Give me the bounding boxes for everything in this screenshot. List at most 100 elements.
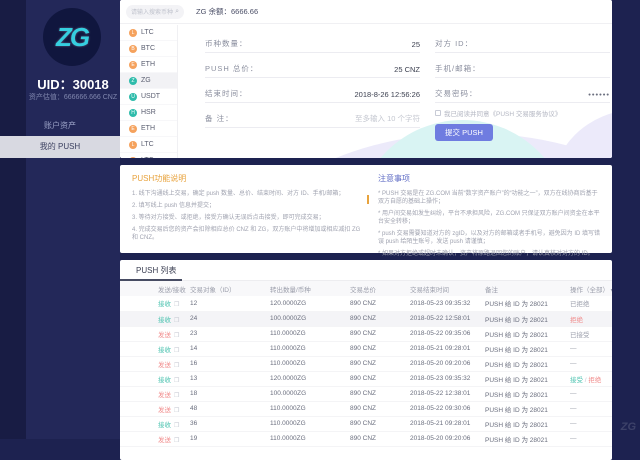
end-time-field[interactable]: 结束时间： 2018-8-26 12:56:26 — [205, 83, 420, 103]
coin-label: ETH — [141, 125, 155, 132]
copy-icon[interactable]: ❐ — [174, 347, 180, 354]
copy-icon[interactable]: ❐ — [174, 392, 180, 399]
total-cell: 890 CNZ — [350, 326, 410, 342]
direction-cell: 发送 ❐ — [120, 356, 190, 372]
copy-icon[interactable]: ❐ — [174, 407, 180, 414]
table-row: 接收 ❐ 13 120.0000ZG 890 CNZ 2018-05-23 09:35:3… — [120, 371, 612, 387]
action-cell: — — [570, 416, 612, 432]
direction-label: 发送 — [158, 436, 171, 444]
end-time-cell: 2018-05-22 12:38:01 — [410, 386, 485, 402]
phone-email-field[interactable]: 手机/邮箱： — [435, 58, 610, 78]
action-cell: — — [570, 401, 612, 417]
direction-cell: 接收 ❐ — [120, 371, 190, 387]
direction-cell: 接收 ❐ — [120, 341, 190, 357]
agreement-checkbox[interactable] — [435, 110, 441, 116]
main-content: 请输入搜索币种 ⌕ ZG 余额：6666.66 L LTC B BTC E ETH Z ZG U… — [120, 0, 612, 460]
total-cell: 890 CNZ — [350, 401, 410, 417]
direction-label: 接收 — [158, 301, 171, 309]
sidebar: ZG UID：30018 资产估值：666666.666 CNZ 账户资产 我的 … — [0, 0, 120, 439]
accept-link[interactable]: 接受 — [570, 376, 583, 384]
coin-label: LTC — [141, 29, 154, 36]
push-total-field[interactable]: PUSH 总价： 25 CNZ — [205, 58, 420, 78]
coin-icon: L — [129, 140, 137, 149]
zg-balance: ZG 余额：6666.66 — [196, 7, 259, 16]
coin-item-eth[interactable]: E ETH — [120, 121, 177, 137]
push-total-value: 25 CNZ — [394, 65, 420, 74]
coin-item-ltc[interactable]: L LTC — [120, 25, 177, 41]
counterparty-id-cell: 23 — [190, 326, 270, 342]
coin-label: LTC — [141, 157, 154, 158]
col-header-3: 交易总价 — [350, 286, 376, 294]
notes-title: 注意事项 — [378, 174, 410, 183]
total-cell: 890 CNZ — [350, 386, 410, 402]
copy-icon[interactable]: ❐ — [174, 377, 180, 384]
coin-item-hsr[interactable]: H HSR — [120, 105, 177, 121]
submit-push-button[interactable]: 提交 PUSH — [435, 124, 493, 141]
action-status: — — [570, 390, 577, 397]
direction-cell: 发送 ❐ — [120, 401, 190, 417]
end-time-cell: 2018-05-20 09:20:06 — [410, 356, 485, 372]
copy-icon[interactable]: ❐ — [174, 422, 180, 429]
total-cell: 890 CNZ — [350, 371, 410, 387]
copy-icon[interactable]: ❐ — [174, 302, 180, 309]
table-row: 发送 ❐ 18 100.0000ZG 890 CNZ 2018-05-22 12:38:0… — [120, 386, 612, 402]
coin-item-zg[interactable]: Z ZG — [120, 73, 177, 89]
amount-cell: 110.0000ZG — [270, 356, 350, 372]
end-time-label: 结束时间： — [205, 89, 248, 98]
agreement-text: 我已阅读并同意《PUSH 交易服务协议》 — [444, 111, 562, 118]
coin-item-ltc[interactable]: L LTC — [120, 137, 177, 153]
direction-cell: 发送 ❐ — [120, 326, 190, 342]
col-header-0: 发送/接收 — [158, 286, 186, 294]
copy-icon[interactable]: ❐ — [174, 437, 180, 444]
copy-icon[interactable]: ❐ — [174, 332, 180, 339]
coin-label: LTC — [141, 141, 154, 148]
push-form-body: L LTC B BTC E ETH Z ZG U USDT H HSR E ETH L LTC L LTC 币种数… — [120, 25, 612, 158]
action-cell: 接受 / 拒绝 — [570, 371, 612, 387]
direction-label: 发送 — [158, 331, 171, 339]
push-form-right: 对方 ID： 手机/邮箱： 交易密码： •••••• 我已阅读并同意《PUSH 交易服… — [435, 33, 610, 141]
coin-item-btc[interactable]: B BTC — [120, 41, 177, 57]
sidebar-item-my-push[interactable]: 我的 PUSH — [0, 136, 120, 158]
coin-item-ltc[interactable]: L LTC — [120, 153, 177, 158]
amount-cell: 100.0000ZG — [270, 311, 350, 327]
note-cell: PUSH 给 ID 为 28021 — [485, 386, 570, 402]
coin-item-eth[interactable]: E ETH — [120, 57, 177, 73]
col-header-6[interactable]: 操作（全部） ▾ — [570, 281, 612, 296]
search-input[interactable]: 请输入搜索币种 ⌕ — [126, 4, 184, 19]
coin-label: ETH — [141, 61, 155, 68]
instructions-card: PUSH功能说明 1. 线下沟通线上交易，确定 push 数量、总价、结束时间、… — [120, 165, 612, 257]
coin-icon: L — [129, 28, 137, 37]
trade-password-field[interactable]: 交易密码： •••••• — [435, 83, 610, 103]
table-row: 接收 ❐ 14 110.0000ZG 890 CNZ 2018-05-21 09:28:0… — [120, 341, 612, 357]
direction-label: 发送 — [158, 361, 171, 369]
notes-list: * PUSH 交易是在 ZG.COM 当前“数字资产账户”的“功能之一”，双方在… — [378, 190, 602, 258]
copy-icon[interactable]: ❐ — [174, 362, 180, 369]
watermark: ZG — [620, 421, 636, 433]
coin-icon: U — [129, 92, 137, 101]
action-status: — — [570, 360, 577, 367]
push-guide-section: PUSH功能说明 1. 线下沟通线上交易，确定 push 数量、总价、结束时间、… — [132, 173, 362, 246]
counterparty-id-cell: 16 — [190, 356, 270, 372]
notes-item: * PUSH 交易是在 ZG.COM 当前“数字资产账户”的“功能之一”，双方在… — [378, 191, 598, 205]
coin-amount-field[interactable]: 币种数量： 25 — [205, 33, 420, 53]
coin-label: HSR — [141, 109, 156, 116]
copy-icon[interactable]: ❐ — [174, 317, 180, 324]
table-row: 发送 ❐ 23 110.0000ZG 890 CNZ 2018-05-22 09:35:0… — [120, 326, 612, 342]
reject-link[interactable]: 拒绝 — [588, 376, 602, 384]
sidebar-item-account-assets[interactable]: 账户资产 — [44, 121, 76, 130]
remark-field[interactable]: 备 注： 至多输入 10 个字符 — [205, 108, 420, 128]
trade-password-label: 交易密码： — [435, 89, 478, 98]
push-guide-item: 2. 填写线上 push 信息并提交； — [132, 203, 216, 209]
coin-label: BTC — [141, 45, 155, 52]
action-cell: 已拒绝 — [570, 296, 612, 312]
coin-label: ZG — [141, 77, 151, 84]
counterparty-id-field[interactable]: 对方 ID： — [435, 33, 610, 53]
table-row: 接收 ❐ 12 120.0000ZG 890 CNZ 2018-05-23 09:35:3… — [120, 296, 612, 312]
coin-item-usdt[interactable]: U USDT — [120, 89, 177, 105]
action-cell: — — [570, 356, 612, 372]
reject-link[interactable]: 拒绝 — [570, 316, 583, 324]
note-cell: PUSH 给 ID 为 28021 — [485, 401, 570, 417]
tab-push-list[interactable]: PUSH 列表 — [136, 266, 177, 275]
note-cell: PUSH 给 ID 为 28021 — [485, 371, 570, 387]
coin-icon: H — [129, 108, 137, 117]
